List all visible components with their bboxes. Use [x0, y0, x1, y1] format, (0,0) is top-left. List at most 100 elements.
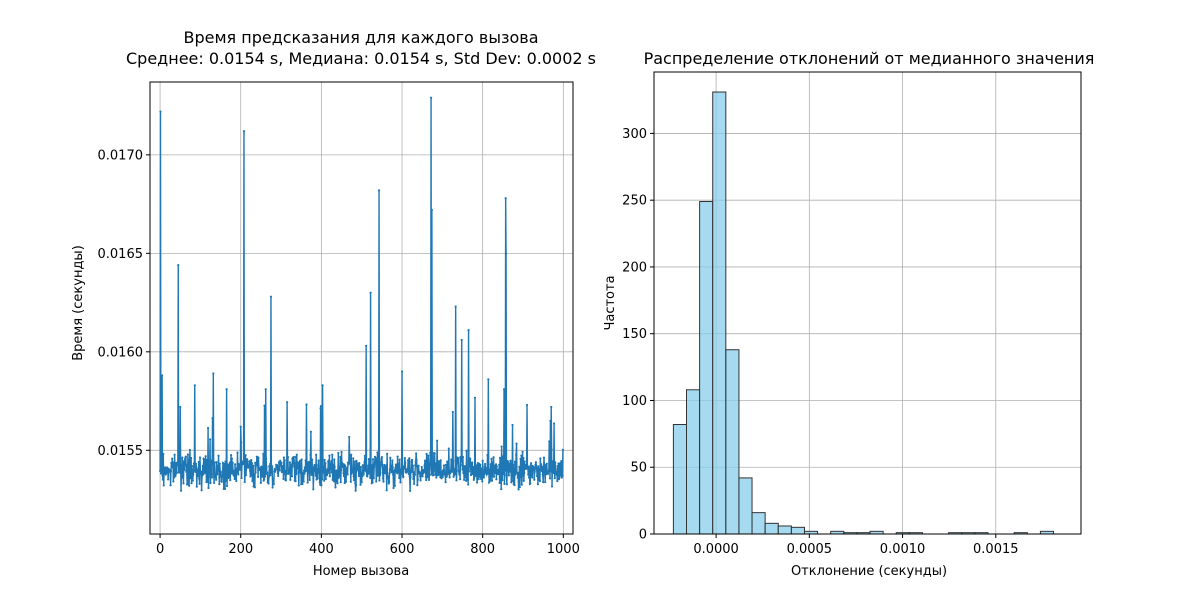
- time-series-point: [457, 457, 460, 460]
- time-series-point: [338, 475, 341, 478]
- time-series-point: [522, 479, 525, 482]
- time-series-point: [272, 482, 275, 486]
- time-series-point: [495, 465, 498, 468]
- time-series-point: [403, 457, 406, 460]
- time-series-point: [447, 447, 450, 450]
- time-series-point: [236, 451, 239, 454]
- time-series-point: [353, 474, 356, 477]
- time-series-point: [487, 465, 490, 469]
- time-series-point: [284, 479, 287, 482]
- time-series-point: [189, 477, 192, 480]
- time-series-point: [213, 481, 216, 484]
- time-series-point: [416, 483, 419, 487]
- time-series-point: [268, 465, 271, 468]
- time-series-point: [324, 477, 327, 481]
- time-series-point: [450, 465, 453, 468]
- time-series-point: [497, 471, 500, 474]
- time-series-point: [463, 478, 466, 482]
- time-series-point: [407, 473, 410, 476]
- time-series-point: [318, 470, 321, 473]
- time-series-point: [523, 471, 526, 474]
- time-series-point: [460, 338, 463, 342]
- time-series-point: [387, 476, 390, 480]
- time-series-point: [228, 476, 231, 479]
- time-series-point: [469, 463, 472, 466]
- time-series-point: [321, 384, 324, 387]
- time-series-point: [520, 454, 523, 457]
- time-series-point: [486, 453, 489, 457]
- time-series-point: [498, 481, 501, 485]
- time-series-point: [389, 468, 392, 471]
- time-series-point: [437, 474, 440, 477]
- time-series-point: [244, 454, 247, 457]
- time-series-point: [180, 471, 183, 474]
- time-series-point: [403, 465, 406, 468]
- time-series-point: [369, 291, 372, 294]
- time-series-point: [511, 423, 514, 427]
- time-series-point: [448, 476, 451, 479]
- time-series-point: [320, 484, 323, 487]
- time-series-point: [521, 474, 525, 477]
- time-series-point: [360, 481, 363, 484]
- time-series-point: [294, 469, 297, 472]
- time-series-point: [346, 473, 349, 476]
- time-series-point: [357, 469, 360, 473]
- time-series-point: [550, 485, 554, 488]
- time-series-point: [350, 472, 353, 475]
- time-per-call-chart: 0 200 400 600 800 1000 0.01550.01600.01650.01…: [71, 28, 596, 579]
- time-series-point: [233, 463, 237, 466]
- time-series-point: [548, 477, 552, 480]
- time-series-point: [175, 461, 179, 464]
- time-series-point: [333, 465, 336, 468]
- time-series-point: [290, 475, 294, 478]
- time-series-point: [291, 465, 294, 468]
- time-series-point: [170, 466, 173, 469]
- time-series-point: [494, 472, 497, 475]
- time-series-point: [192, 473, 195, 476]
- histogram-y-tick-label: 50: [630, 461, 647, 476]
- time-series-point: [514, 469, 517, 472]
- time-series-point: [536, 474, 539, 478]
- time-series-point: [169, 484, 172, 487]
- time-series-point: [522, 456, 525, 460]
- time-series-point: [490, 457, 493, 460]
- time-series-point: [230, 472, 233, 475]
- time-series-point: [180, 476, 183, 479]
- time-series-point: [377, 468, 380, 471]
- time-series-point: [299, 471, 302, 474]
- time-series-point: [195, 466, 198, 469]
- time-series-point: [541, 473, 544, 476]
- histogram-x-tick-label: 0.0005: [787, 542, 833, 557]
- time-series-point: [259, 468, 262, 471]
- time-series-point: [371, 481, 374, 484]
- time-series-point: [294, 480, 297, 483]
- time-series-point: [188, 448, 192, 452]
- time-series-point: [500, 487, 503, 491]
- time-series-point: [323, 466, 327, 470]
- time-series-point: [423, 470, 426, 474]
- time-series-point: [552, 422, 556, 425]
- time-series-point: [556, 473, 560, 476]
- time-series-point: [263, 478, 266, 481]
- time-series-point: [465, 449, 468, 452]
- time-series-point: [368, 466, 371, 469]
- time-series-point: [561, 468, 564, 471]
- time-series-point: [278, 469, 281, 472]
- time-series-point: [221, 475, 224, 478]
- time-series-point: [281, 465, 285, 468]
- time-series-point: [338, 471, 342, 474]
- time-series-point: [186, 483, 189, 486]
- time-series-point: [390, 464, 393, 467]
- histogram-x-tick-label: 0.0010: [880, 542, 926, 557]
- time-series-point: [173, 476, 176, 479]
- time-series-point: [438, 468, 441, 471]
- time-chart-grid: [150, 82, 573, 534]
- time-series-point: [285, 469, 288, 473]
- time-series-point: [227, 468, 231, 471]
- time-series-point: [169, 469, 173, 472]
- time-series-point: [179, 489, 183, 492]
- time-series-point: [204, 468, 208, 471]
- time-series-point: [163, 469, 166, 472]
- time-series-point: [517, 471, 520, 474]
- time-series-point: [541, 465, 544, 469]
